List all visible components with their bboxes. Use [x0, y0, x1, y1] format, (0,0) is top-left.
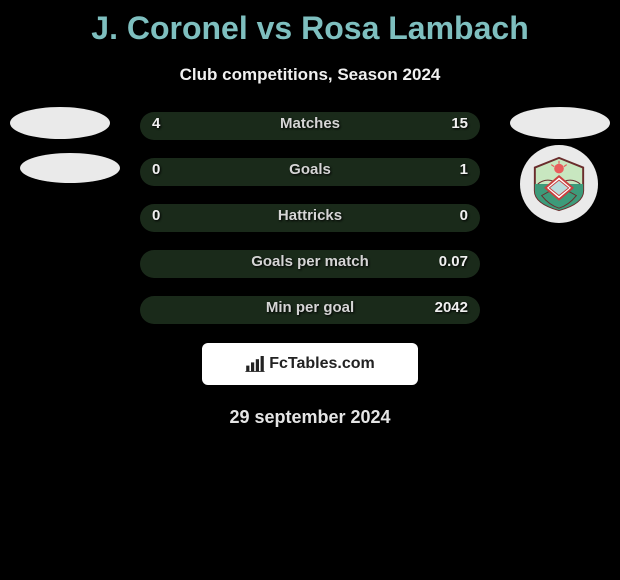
- stat-left-value: 0: [152, 161, 160, 178]
- stat-left-value: 0: [152, 207, 160, 224]
- bar-chart-icon: [245, 356, 265, 372]
- brand-text: FcTables.com: [269, 355, 375, 373]
- stat-row-matches: 4 Matches 15: [0, 103, 620, 149]
- stat-left-value: 4: [152, 115, 160, 132]
- page-subtitle: Club competitions, Season 2024: [0, 65, 620, 85]
- club-left-placeholder-icon: [20, 153, 120, 183]
- stat-row-mpg: Min per goal 2042: [0, 287, 620, 333]
- stat-label: Min per goal: [266, 299, 354, 316]
- stat-row-goals: 0 Goals 1: [0, 149, 620, 195]
- stat-right-value: 2042: [435, 299, 468, 316]
- stat-row-hattricks: 0 Hattricks 0: [0, 195, 620, 241]
- stat-right-value: 15: [451, 115, 468, 132]
- stat-row-gpm: Goals per match 0.07: [0, 241, 620, 287]
- stat-label: Goals per match: [251, 253, 369, 270]
- stats-container: 4 Matches 15 0 Goals 1: [0, 103, 620, 333]
- stat-label: Hattricks: [278, 207, 342, 224]
- stat-right-value: 0: [460, 207, 468, 224]
- stat-right-value: 0.07: [439, 253, 468, 270]
- player-right-placeholder-icon: [510, 107, 610, 139]
- player-left-placeholder-icon: [10, 107, 110, 139]
- stat-label: Goals: [289, 161, 331, 178]
- brand-box: FcTables.com: [202, 343, 418, 385]
- stat-right-value: 1: [460, 161, 468, 178]
- date-line: 29 september 2024: [0, 407, 620, 428]
- stat-label: Matches: [280, 115, 340, 132]
- page-title: J. Coronel vs Rosa Lambach: [0, 10, 620, 47]
